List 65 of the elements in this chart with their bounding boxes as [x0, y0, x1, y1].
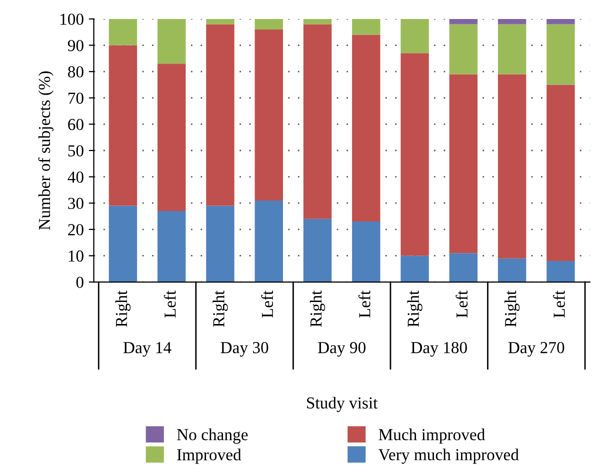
bar [157, 64, 186, 211]
y-axis-title: Number of subjects (%) [38, 71, 54, 230]
text: Day 30 [220, 342, 268, 357]
bar [108, 45, 138, 206]
bar [254, 29, 283, 200]
bar [108, 206, 138, 282]
bar [546, 24, 575, 85]
x-tick-label: Left [456, 290, 468, 318]
x-tick-label: Left [552, 290, 565, 318]
y-tick-label: 40 [68, 172, 84, 183]
x-tick-label: Right [115, 290, 131, 327]
bar [254, 200, 283, 282]
bar [400, 18, 429, 54]
x-tick-label: Right [504, 290, 520, 327]
legend-label: Improved [177, 448, 242, 464]
bar [108, 18, 138, 46]
bar [449, 24, 478, 74]
legend-label: No change [177, 428, 248, 444]
bar [449, 18, 478, 24]
text: Day 14 [123, 342, 172, 357]
bar [498, 74, 526, 258]
text: Day 180 [411, 342, 467, 357]
bar [206, 24, 234, 206]
y-tick-label: 50 [68, 145, 84, 156]
bar [206, 18, 234, 24]
x-tick-label: Left [164, 290, 176, 318]
y-tick-label: 80 [68, 66, 84, 78]
bar [303, 24, 332, 219]
bar [449, 74, 478, 254]
bar [206, 206, 234, 282]
y-tick-label: 30 [68, 198, 84, 210]
x-tick-label: Right [407, 290, 422, 327]
bar [400, 256, 429, 282]
bar [400, 53, 429, 256]
bar [303, 18, 332, 24]
bar [157, 211, 186, 282]
x-axis-title: Study visit [307, 396, 378, 412]
text: Day 90 [318, 342, 366, 357]
y-tick-label: 20 [68, 224, 84, 236]
y-tick-label: 90 [68, 40, 84, 52]
bar [303, 218, 332, 282]
bar [352, 18, 380, 35]
bar [546, 18, 575, 24]
x-tick-label: Right [212, 290, 228, 327]
bar [546, 84, 575, 261]
bar [498, 24, 526, 74]
bar [254, 18, 283, 30]
bar [449, 253, 478, 282]
bar [546, 260, 575, 282]
x-tick-label: Left [358, 290, 370, 318]
bar [498, 258, 526, 282]
bar [352, 34, 380, 222]
legend-label: Very much improved [378, 448, 519, 464]
bar [352, 222, 380, 282]
x-tick-label: Right [310, 290, 326, 327]
y-tick-label: 70 [68, 92, 84, 104]
y-tick-label: 10 [68, 250, 84, 262]
legend-label: Much improved [378, 428, 485, 444]
y-tick-label: 60 [68, 118, 84, 130]
y-tick-label: 0 [76, 276, 84, 288]
bar [498, 18, 526, 24]
y-tick-label: 100 [60, 14, 84, 25]
bar [157, 18, 186, 64]
x-tick-label: Left [261, 290, 274, 318]
text: Day 270 [508, 342, 564, 357]
